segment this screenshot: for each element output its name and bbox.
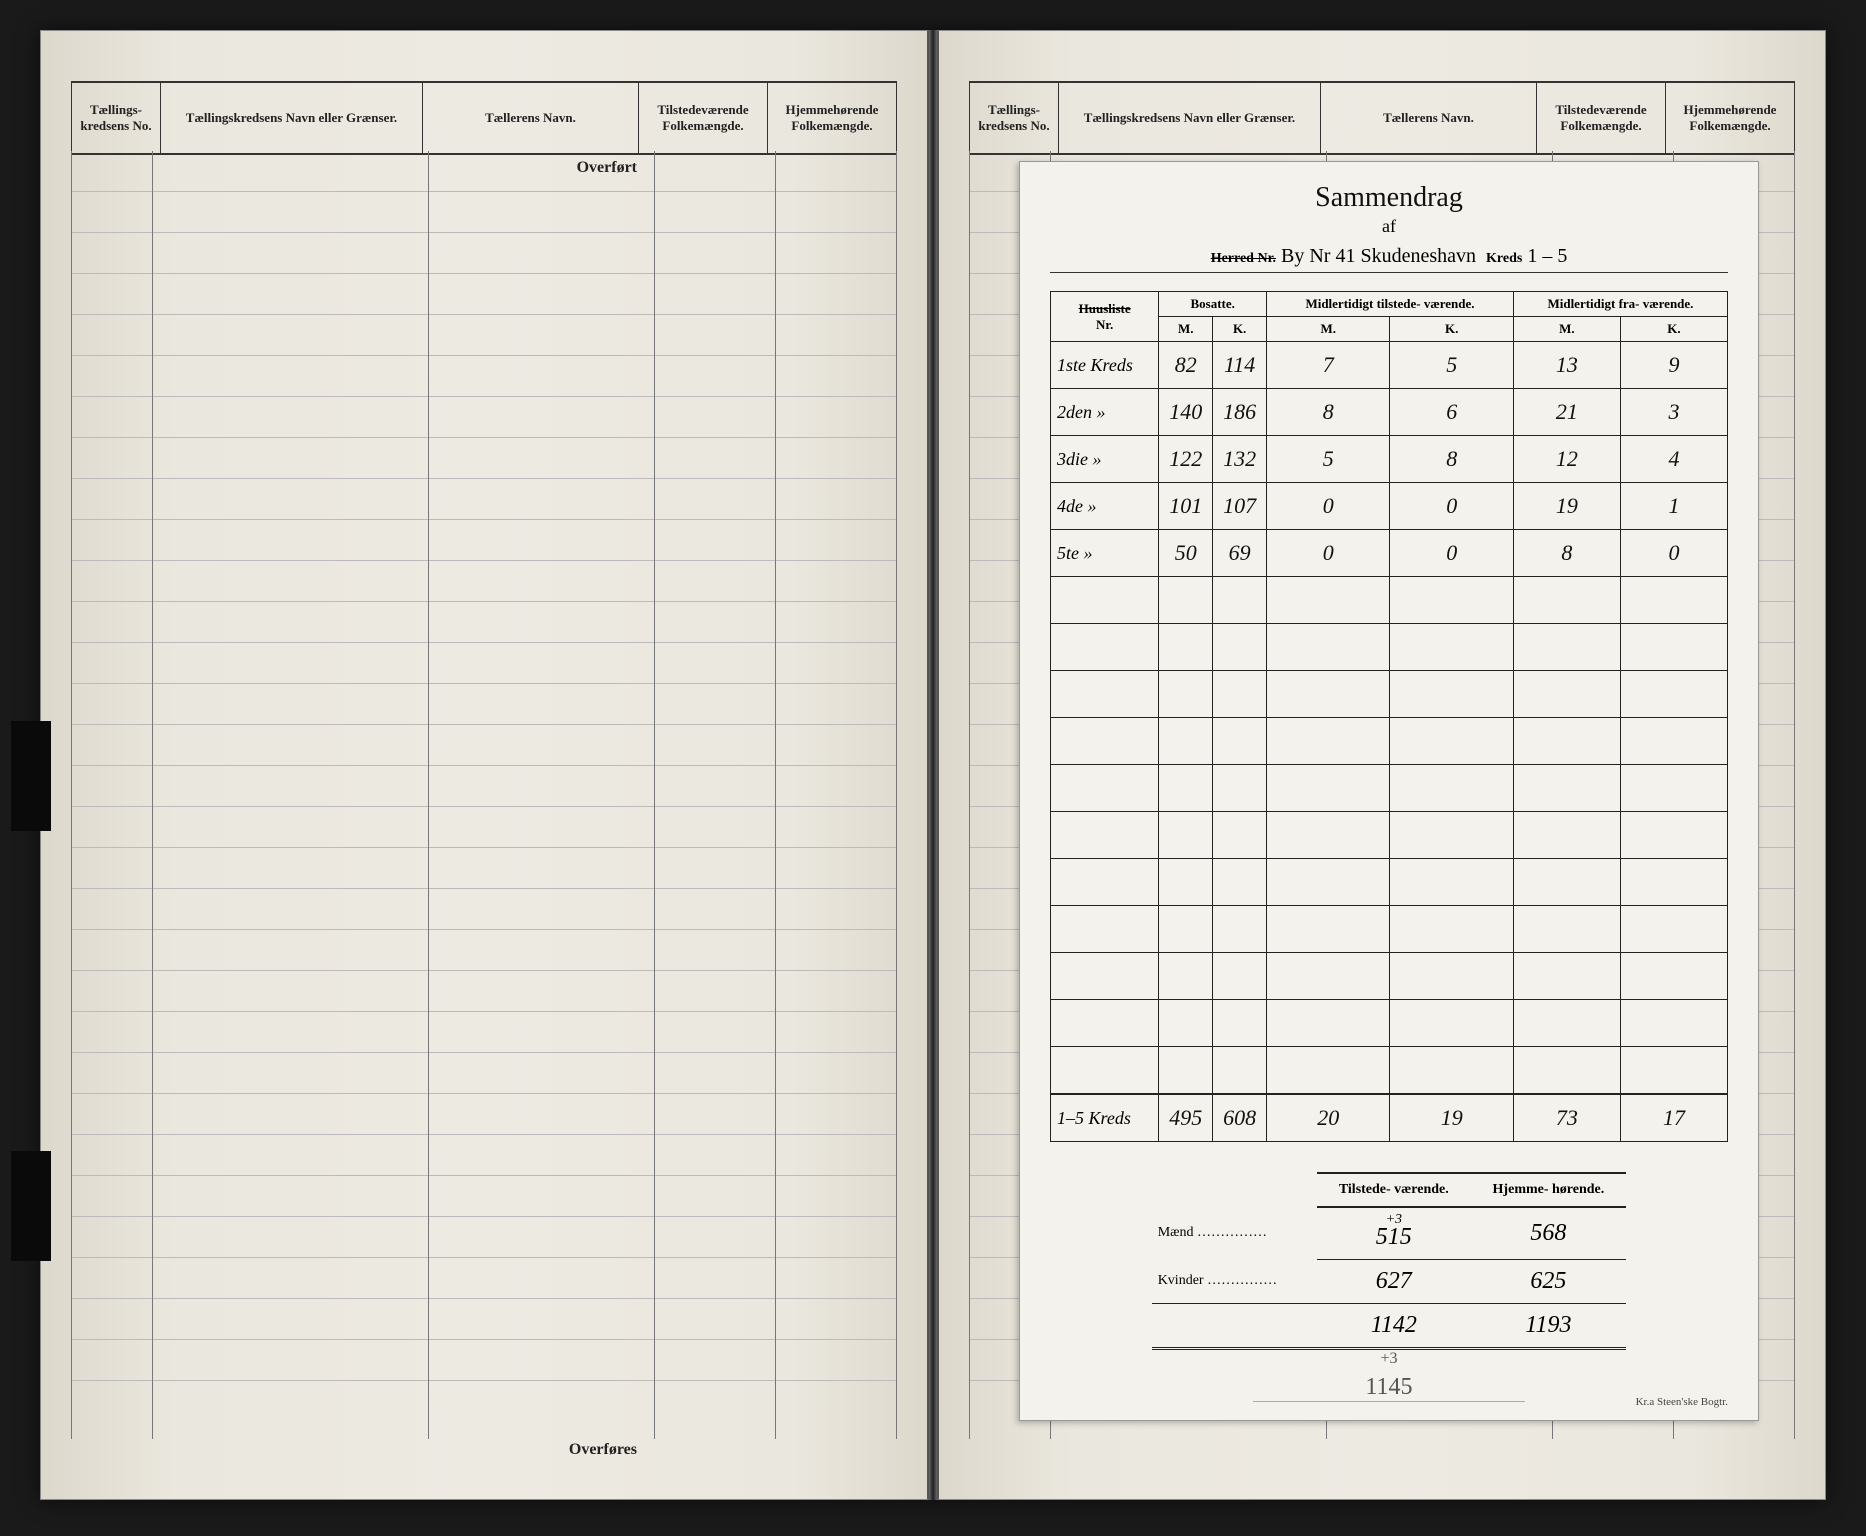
- table-row: Mænd …………… +3 515 568: [1152, 1207, 1627, 1260]
- hdr-kreds-no-r: Tællings- kredsens No.: [969, 83, 1059, 153]
- th-bosatte: Bosatte.: [1159, 292, 1267, 317]
- sm-h1: Tilstede- værende.: [1317, 1173, 1470, 1207]
- table-row: 1ste Kreds 82 114 7 5 13 9: [1051, 342, 1728, 389]
- ledger-spread: Tællings- kredsens No. Tællingskredsens …: [40, 30, 1826, 1500]
- th-bm: M.: [1159, 317, 1213, 342]
- binding-tab-lower: [11, 1151, 51, 1261]
- maend-label: Mænd ……………: [1152, 1207, 1317, 1260]
- table-row: [1051, 1000, 1728, 1047]
- left-header-row: Tællings- kredsens No. Tællingskredsens …: [71, 81, 897, 155]
- below-note: +3: [1050, 1350, 1728, 1368]
- table-row: [1051, 906, 1728, 953]
- th-tk: K.: [1390, 317, 1513, 342]
- hdr-taeller-navn-r: Tællerens Navn.: [1321, 83, 1537, 153]
- table-row: 2den » 140 186 8 6 21 3: [1051, 389, 1728, 436]
- sum-h: 1193: [1471, 1304, 1627, 1349]
- overlay-title: Sammendrag: [1050, 182, 1728, 214]
- th-tilstede: Midlertidigt tilstede- værende.: [1267, 292, 1514, 317]
- overlay-subtitle: af: [1050, 216, 1728, 237]
- kvinder-label: Kvinder ……………: [1152, 1260, 1317, 1304]
- table-row: [1051, 1047, 1728, 1095]
- kvinder-h: 625: [1471, 1260, 1627, 1304]
- table-row: 4de » 101 107 0 0 19 1: [1051, 483, 1728, 530]
- binding-tab-upper: [11, 721, 51, 831]
- kvinder-t: 627: [1317, 1260, 1470, 1304]
- kreds-printed: Kreds: [1486, 251, 1522, 266]
- overlay-herred-line: Herred Nr. By Nr 41 Skudeneshavn Kreds 1…: [1050, 245, 1728, 273]
- th-fm: M.: [1513, 317, 1620, 342]
- hdr-tilstede-r: Tilstedeværende Folkemængde.: [1537, 83, 1666, 153]
- summary-main-table: Huusliste Nr. Bosatte. Midlertidigt tils…: [1050, 291, 1728, 1142]
- summary-overlay-sheet: Sammendrag af Herred Nr. By Nr 41 Skuden…: [1019, 161, 1759, 1421]
- sum-t: 1142: [1317, 1304, 1470, 1349]
- table-row: [1051, 812, 1728, 859]
- table-row: [1051, 953, 1728, 1000]
- th-no-strike: Huusliste: [1079, 301, 1131, 316]
- below-total: 1145: [1253, 1374, 1524, 1402]
- book-spine: [929, 30, 937, 1500]
- th-frav: Midlertidigt fra- værende.: [1513, 292, 1727, 317]
- overfort-label: Overført: [577, 159, 637, 177]
- by-handwritten: By Nr 41 Skudeneshavn: [1281, 245, 1476, 267]
- table-row: [1051, 859, 1728, 906]
- summary-small-table: Tilstede- værende. Hjemme- hørende. Mænd…: [1152, 1172, 1627, 1350]
- sm-h2: Hjemme- hørende.: [1471, 1173, 1627, 1207]
- table-row: [1051, 671, 1728, 718]
- table-row: [1051, 718, 1728, 765]
- hdr-taeller-navn: Tællerens Navn.: [423, 83, 639, 153]
- herred-strike: Herred Nr.: [1211, 251, 1276, 266]
- table-total-row: 1142 1193: [1152, 1304, 1627, 1349]
- printer-imprint: Kr.a Steen'ske Bogtr.: [1636, 1396, 1728, 1408]
- left-page: Tællings- kredsens No. Tællingskredsens …: [40, 30, 929, 1500]
- table-row: [1051, 577, 1728, 624]
- table-total-row: 1–5 Kreds 495 608 20 19 73 17: [1051, 1094, 1728, 1142]
- hdr-tilstede: Tilstedeværende Folkemængde.: [639, 83, 768, 153]
- hdr-hjemme: Hjemmehørende Folkemængde.: [768, 83, 897, 153]
- kreds-range: 1 – 5: [1527, 245, 1567, 267]
- table-row: 5te » 50 69 0 0 8 0: [1051, 530, 1728, 577]
- hdr-hjemme-r: Hjemmehørende Folkemængde.: [1666, 83, 1795, 153]
- maend-h: 568: [1471, 1207, 1627, 1260]
- summary-tbody: 1ste Kreds 82 114 7 5 13 9 2den » 140 18…: [1051, 342, 1728, 1142]
- th-no: Nr.: [1096, 317, 1113, 332]
- overfores-label: Overføres: [569, 1441, 637, 1459]
- hdr-kreds-no: Tællings- kredsens No.: [71, 83, 161, 153]
- left-body-cols: [71, 151, 897, 1439]
- right-page: Tællings- kredsens No. Tællingskredsens …: [937, 30, 1826, 1500]
- table-row: [1051, 765, 1728, 812]
- table-row: 3die » 122 132 5 8 12 4: [1051, 436, 1728, 483]
- table-row: [1051, 624, 1728, 671]
- th-fk: K.: [1620, 317, 1727, 342]
- right-header-row: Tællings- kredsens No. Tællingskredsens …: [969, 81, 1795, 155]
- maend-t: +3 515: [1317, 1207, 1470, 1260]
- th-bk: K.: [1213, 317, 1267, 342]
- hdr-kreds-navn-r: Tællingskredsens Navn eller Grænser.: [1059, 83, 1321, 153]
- hdr-kreds-navn: Tællingskredsens Navn eller Grænser.: [161, 83, 423, 153]
- th-tm: M.: [1267, 317, 1390, 342]
- table-row: Kvinder …………… 627 625: [1152, 1260, 1627, 1304]
